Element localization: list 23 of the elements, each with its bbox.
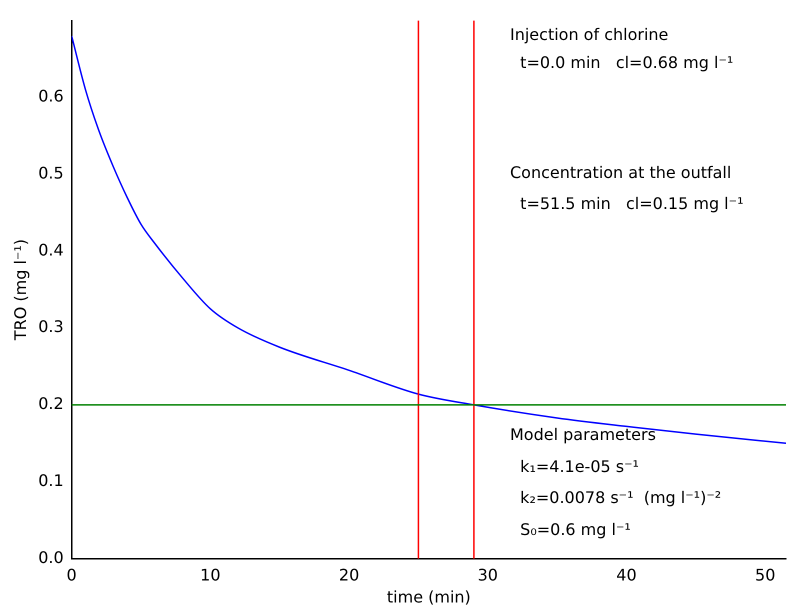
x-tick-label: 20	[338, 565, 360, 584]
y-tick-label: 0.4	[38, 240, 64, 260]
annotation: k₁=4.1e-05 s⁻¹	[510, 457, 639, 476]
y-tick-label: 0.2	[38, 394, 64, 414]
x-tick-label: 50	[755, 565, 776, 584]
y-tick-label: 0.1	[38, 470, 64, 490]
y-tick-label: 0.5	[38, 163, 64, 182]
annotation: Model parameters	[510, 425, 656, 444]
annotation: Injection of chlorine	[510, 25, 668, 44]
annotation: t=51.5 min cl=0.15 mg l⁻¹	[510, 194, 744, 214]
annotation: Concentration at the outfall	[510, 163, 732, 182]
y-axis-title: TRO (mg l⁻¹)	[10, 239, 30, 342]
y-tick-label: 0.6	[38, 86, 64, 106]
x-tick-label: 30	[478, 565, 498, 584]
x-tick-label: 0	[66, 565, 77, 584]
x-tick-label: 40	[616, 565, 637, 584]
y-tick-label: 0.0	[38, 548, 64, 567]
annotation: t=0.0 min cl=0.68 mg l⁻¹	[510, 53, 734, 72]
y-tick-label: 0.3	[38, 317, 64, 336]
x-tick-label: 10	[200, 565, 221, 584]
annotation: k₂=0.0078 s⁻¹ (mg l⁻¹)⁻²	[510, 488, 722, 508]
x-axis-title: time (min)	[386, 588, 471, 607]
annotation: S₀=0.6 mg l⁻¹	[510, 520, 631, 540]
